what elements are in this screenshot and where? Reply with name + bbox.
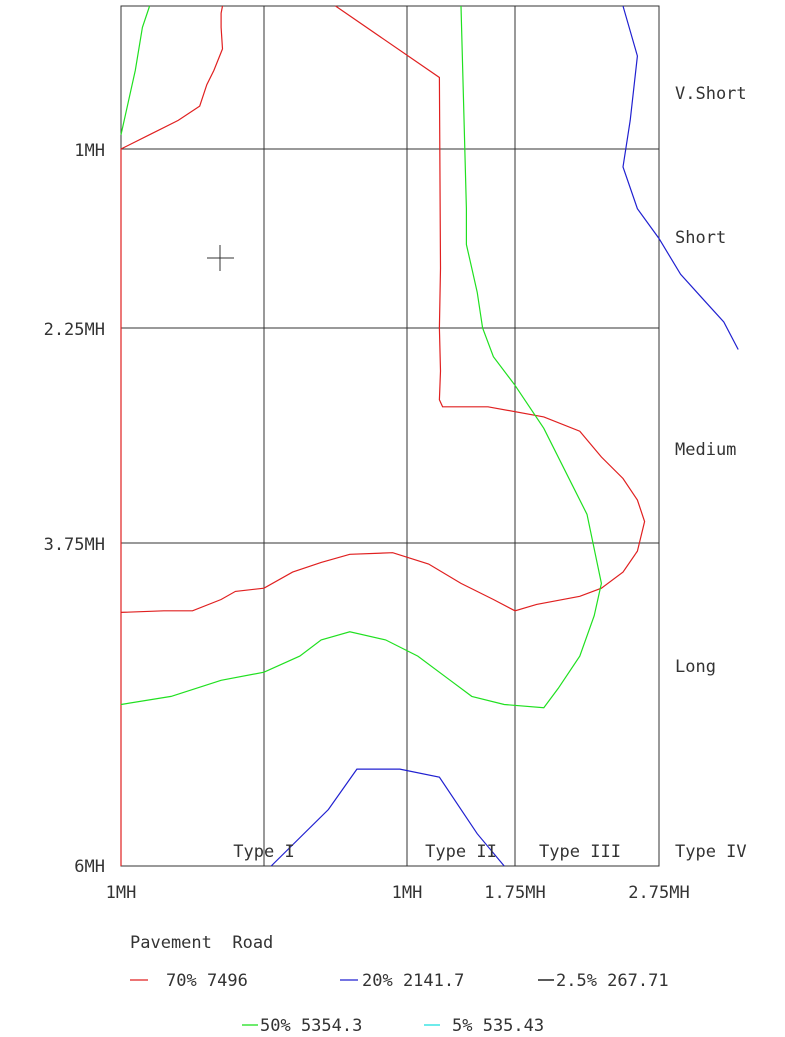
x-zone-labels: Type I Type II Type III Type IV [233,842,746,862]
x-zone-label: Type IV [675,842,747,862]
x-tick-label: 2.75MH [628,883,689,903]
x-tick-labels: 1MH 1MH 1.75MH 2.75MH [106,883,690,903]
y-tick-label: 6MH [74,857,105,877]
legend-label: 20% 2141.7 [362,971,464,991]
crosshair-cursor[interactable] [207,245,234,271]
legend-title: Pavement Road [130,933,273,953]
grid-lines [120,5,660,867]
contour-line [270,768,505,867]
legend-label: 2.5% 267.71 [556,971,669,991]
legend-label: 50% 5354.3 [260,1016,362,1036]
x-zone-label: Type I [233,842,294,862]
x-zone-label: Type II [425,842,497,862]
y-tick-label: 1MH [74,141,105,161]
y-tick-label: 2.25MH [44,320,105,340]
contour-line [120,5,646,613]
x-tick-label: 1.75MH [484,883,545,903]
legend-label: 5% 535.43 [452,1016,544,1036]
y-tick-labels: 1MH 2.25MH 3.75MH 6MH [44,141,105,877]
y-zone-label: Medium [675,440,736,460]
contour-lines [120,5,739,867]
contour-line [120,5,603,709]
y-zone-labels: V.Short Short Medium Long [675,84,747,677]
y-zone-label: Long [675,657,716,677]
legend: Pavement Road 70% 7496 20% 2141.7 2.5% 2… [130,933,669,1036]
x-tick-label: 1MH [106,883,137,903]
contour-line [120,5,224,866]
plot-frame [120,5,660,867]
x-tick-label: 1MH [392,883,423,903]
y-zone-label: Short [675,228,726,248]
y-zone-label: V.Short [675,84,747,104]
y-tick-label: 3.75MH [44,535,105,555]
x-zone-label: Type III [539,842,621,862]
legend-label: 70% 7496 [166,971,248,991]
contour-line [120,5,151,135]
contour-line [622,5,739,350]
